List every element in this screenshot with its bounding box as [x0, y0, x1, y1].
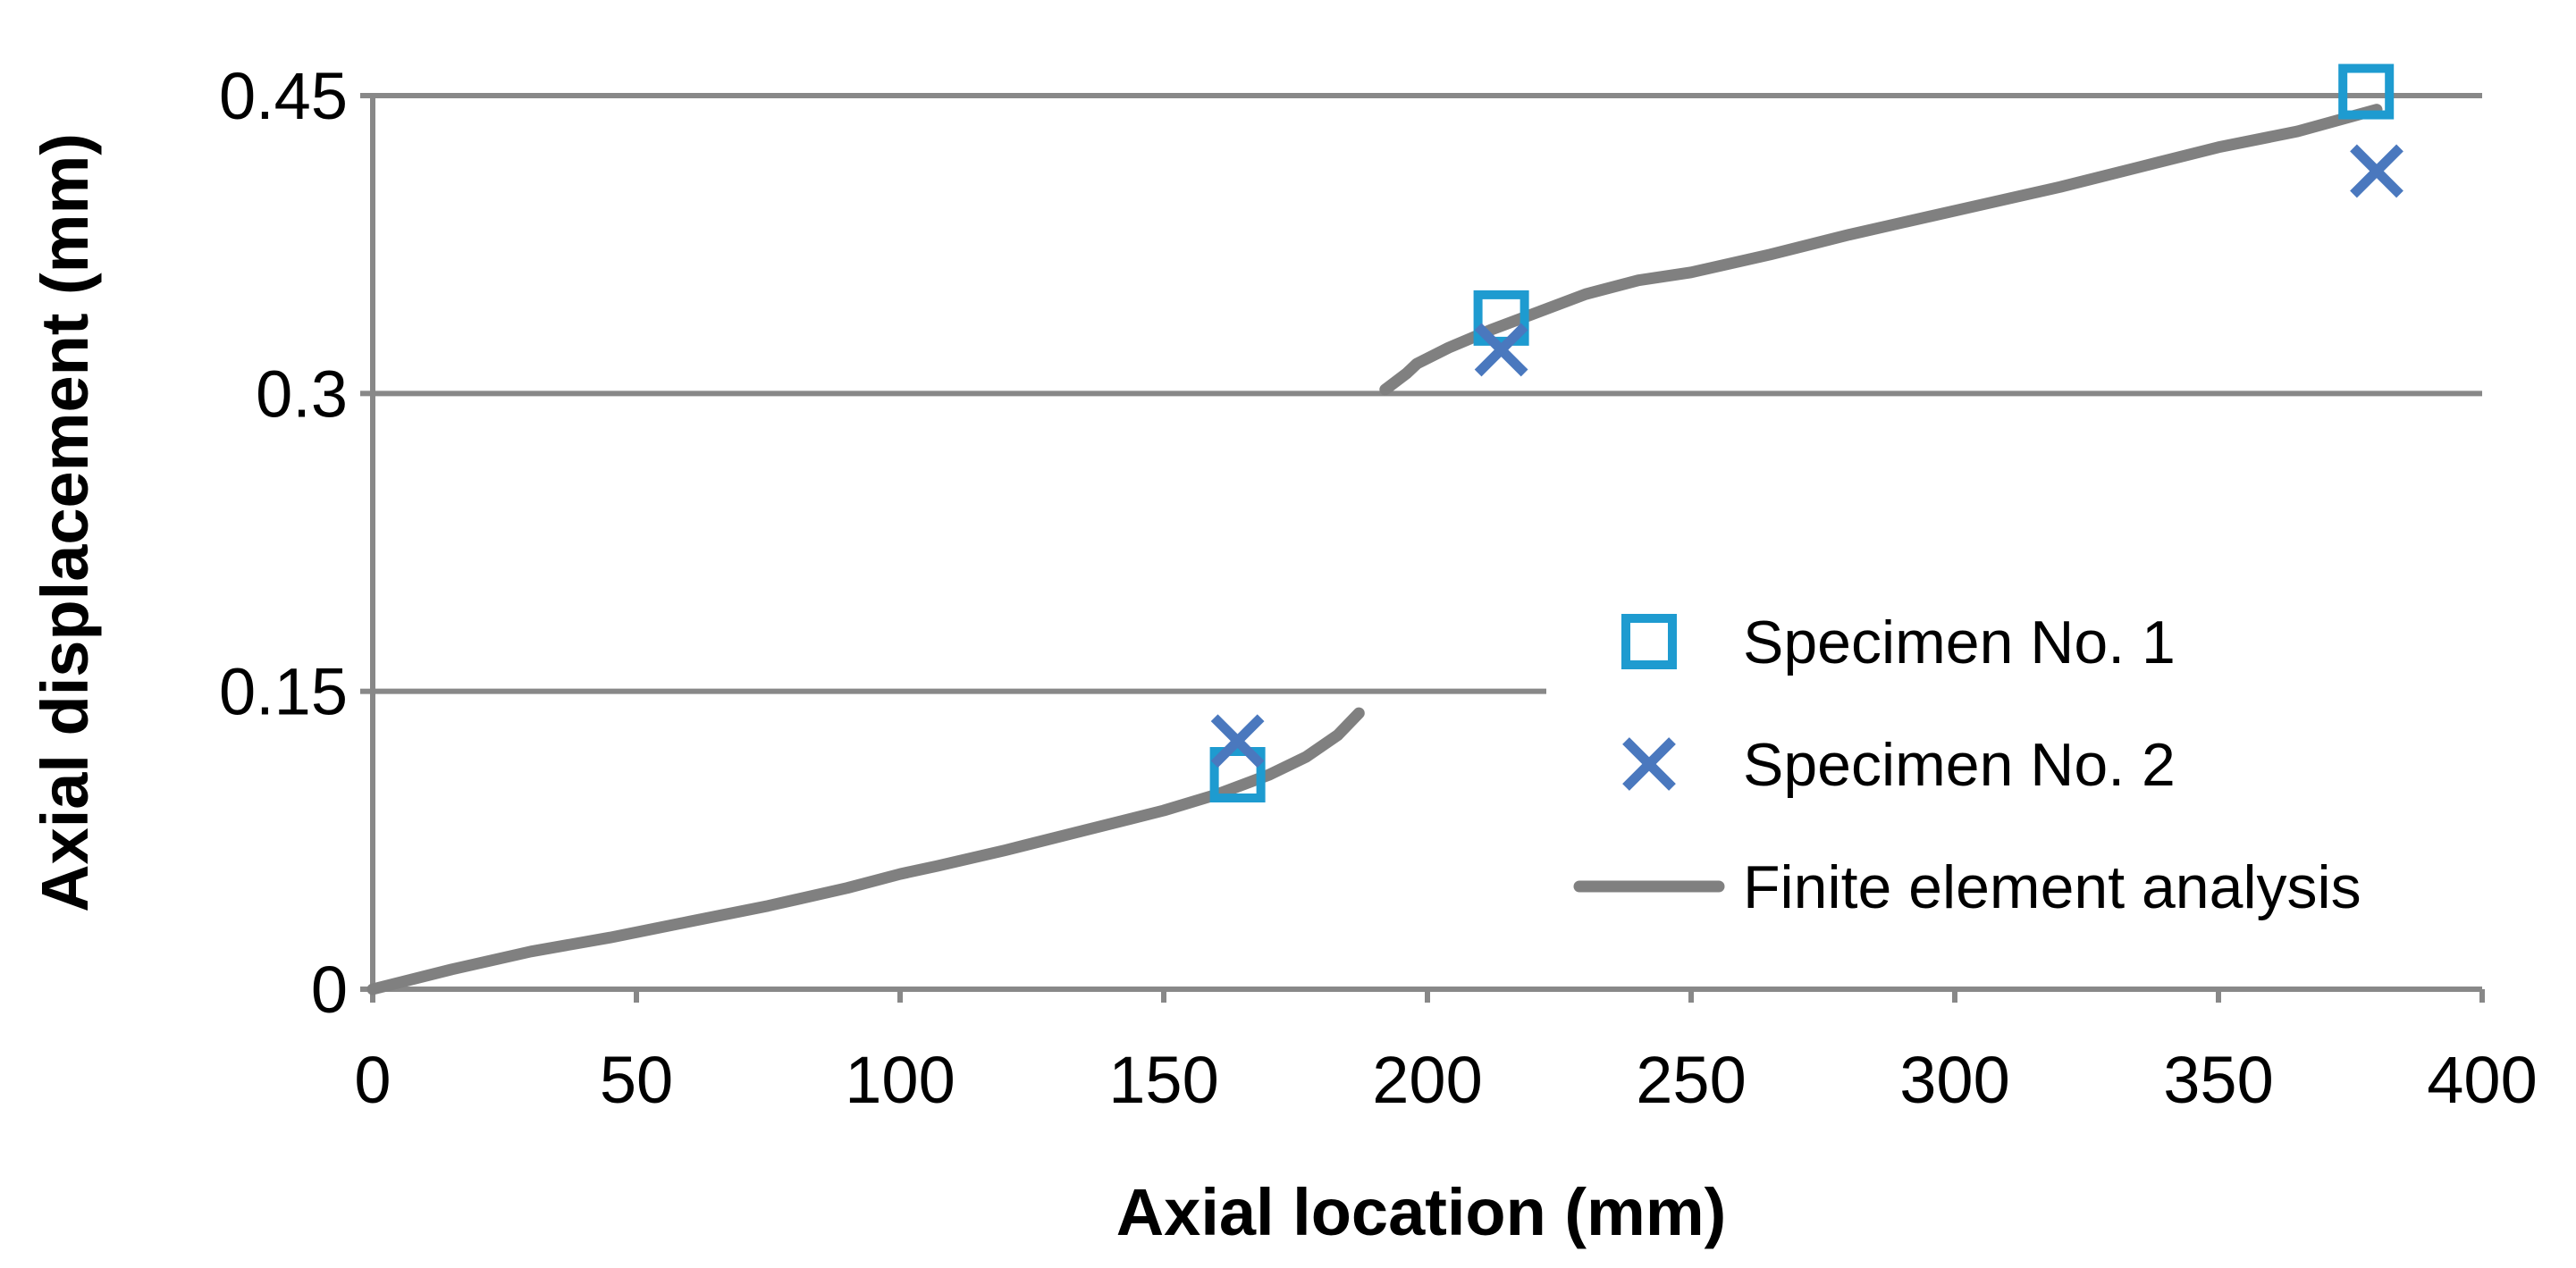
legend-label-1: Specimen No. 2: [1743, 731, 2176, 799]
fea-line-series: [366, 104, 2383, 995]
marker-series: [1209, 63, 2403, 802]
legend-label-0: Specimen No. 1: [1743, 609, 2176, 676]
y-tick-label-3: 0.45: [219, 59, 348, 133]
x-axis-title: Axial location (mm): [1116, 1175, 1727, 1249]
fea-segment-1: [1379, 104, 2383, 396]
specimen2-point-1: [1474, 323, 1528, 377]
x-tick-label-5: 250: [1636, 1043, 1746, 1117]
specimen2-point-1-stroke-b: [1474, 323, 1528, 377]
specimen2-point-0-stroke-b: [1210, 714, 1265, 768]
x-tick-label-0: 0: [354, 1043, 391, 1117]
x-tick-label-7: 350: [2163, 1043, 2273, 1117]
y-axis-title: Axial displacement (mm): [28, 133, 102, 912]
legend-marker-specimen2: [1622, 737, 1676, 791]
legend-bg: [1546, 581, 2503, 938]
x-tick-label-8: 400: [2427, 1043, 2537, 1117]
legend-marker-specimen2-stroke-b: [1622, 737, 1676, 791]
specimen2-point-2-stroke-b: [2350, 144, 2403, 198]
x-tick-label-1: 50: [600, 1043, 673, 1117]
specimen2-point-0: [1210, 714, 1265, 768]
specimen1-point-1: [1473, 290, 1529, 346]
tick-labels: 0 0.15 0.3 0.45 0 50 100 150 200 250 300 350 400: [219, 59, 2538, 1117]
x-tick-label-2: 100: [845, 1043, 955, 1117]
x-tick-label-4: 200: [1372, 1043, 1482, 1117]
x-tick-label-6: 300: [1899, 1043, 2009, 1117]
y-tick-label-0: 0: [311, 953, 348, 1027]
legend-marker-specimen1: [1621, 614, 1677, 669]
x-tick-label-3: 150: [1108, 1043, 1218, 1117]
specimen1-point-2: [2338, 63, 2395, 120]
axes: [360, 93, 2485, 1003]
specimen1-point-0: [1209, 747, 1266, 802]
legend-label-2: Finite element analysis: [1743, 853, 2361, 921]
fea-segment-0: [366, 707, 1365, 995]
legend: Specimen No. 1 Specimen No. 2 Finite eleme…: [1546, 581, 2503, 938]
y-tick-label-1: 0.15: [219, 655, 348, 729]
y-tick-label-2: 0.3: [256, 357, 348, 431]
specimen2-point-2: [2350, 144, 2403, 198]
